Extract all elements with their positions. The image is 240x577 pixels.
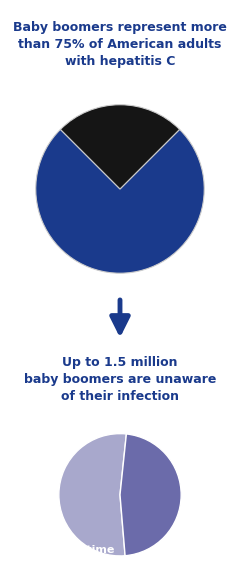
Text: 2.1 million people: 2.1 million people xyxy=(0,350,60,365)
Text: One-time
testing
could
identify
800,000
of them: One-time testing could identify 800,000 … xyxy=(58,545,115,577)
Wedge shape xyxy=(120,434,181,556)
Wedge shape xyxy=(59,434,126,556)
Wedge shape xyxy=(60,105,180,189)
Text: Baby boomers represent more
than 75% of American adults
with hepatitis C: Baby boomers represent more than 75% of … xyxy=(13,21,227,68)
Wedge shape xyxy=(36,129,204,273)
Text: Up to 1.5 million
baby boomers are unaware
of their infection: Up to 1.5 million baby boomers are unawa… xyxy=(24,356,216,403)
